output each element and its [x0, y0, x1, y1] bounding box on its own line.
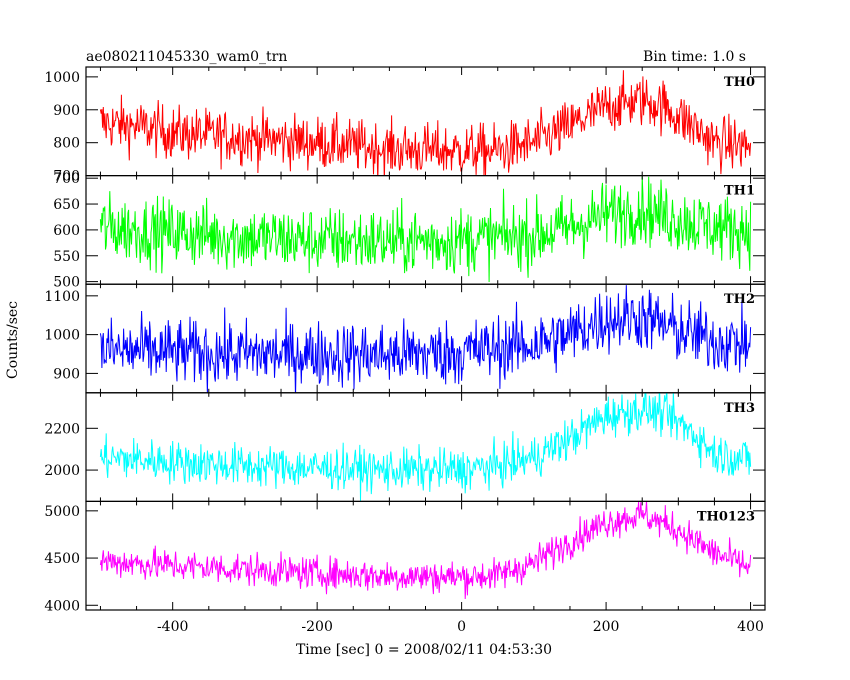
series-line-th3 — [99, 392, 752, 501]
x-axis-label: Time [sec] 0 = 2008/02/11 04:53:30 — [296, 642, 552, 658]
panel-frame — [85, 500, 766, 611]
y-tick-label: 700 — [53, 169, 80, 185]
y-tick-label: 5000 — [44, 504, 80, 520]
series-line-th0123 — [99, 501, 752, 600]
y-tick-label: 800 — [53, 136, 80, 152]
y-tick-label: 700 — [53, 171, 80, 187]
y-tick-label: 2000 — [44, 463, 80, 479]
x-tick-label: 0 — [457, 619, 466, 635]
panel-th3: 2000 2200 TH3 — [44, 392, 766, 502]
series-line-th1 — [99, 176, 752, 283]
panel-th2: 900 1000 1100 TH2 — [44, 283, 766, 394]
y-tick-label: 4000 — [44, 598, 80, 614]
panel-th0123: 4000 4500 5000 TH0123 — [44, 500, 766, 614]
y-tick-label: 4500 — [44, 551, 80, 567]
series-line-th0 — [99, 70, 752, 176]
x-tick-label: -400 — [157, 619, 188, 635]
y-tick-label: 600 — [53, 223, 80, 239]
bin-time-label: Bin time: 1.0 s — [643, 49, 746, 65]
x-tick-label: 200 — [593, 619, 620, 635]
y-tick-label: 900 — [53, 103, 80, 119]
y-tick-label: 1000 — [44, 328, 80, 344]
series-line-th2 — [99, 285, 752, 393]
x-tick-label: -200 — [301, 619, 332, 635]
panel-label: TH0 — [724, 75, 755, 90]
y-tick-label: 900 — [53, 366, 80, 382]
y-axis-label: Counts/sec — [5, 301, 21, 379]
x-tick-label: 400 — [737, 619, 764, 635]
y-tick-label: 1100 — [44, 289, 80, 305]
panel-th1: 500 550 600 650 700 TH1 — [53, 171, 766, 291]
panel-label: TH2 — [724, 292, 755, 307]
panel-th0: 700 800 900 1000 TH0 — [44, 66, 766, 185]
y-tick-label: 650 — [53, 197, 80, 213]
chart-title: ae080211045330_wam0_trn — [86, 49, 287, 65]
y-tick-label: 1000 — [44, 70, 80, 86]
panel-label: TH1 — [724, 184, 755, 199]
panel-label: TH0123 — [697, 509, 755, 524]
y-tick-label: 550 — [53, 249, 80, 265]
y-tick-label: 2200 — [44, 421, 80, 437]
panel-label: TH3 — [724, 401, 755, 416]
y-tick-label: 500 — [53, 275, 80, 291]
